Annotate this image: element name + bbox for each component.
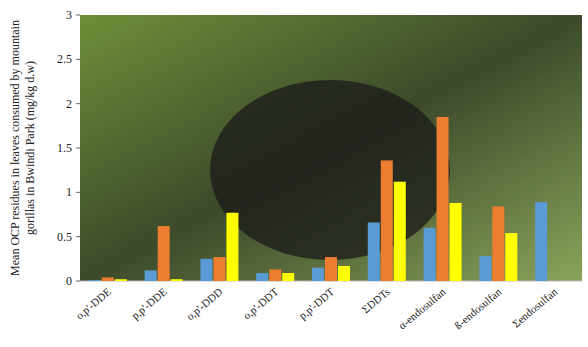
bar: [312, 268, 324, 281]
plot-background: [80, 15, 582, 281]
bar: [115, 279, 127, 281]
bar: [145, 270, 157, 281]
x-tick-label: ΣDDTs: [359, 285, 392, 315]
y-tick: [76, 192, 80, 193]
x-tick-label: p,p'-DDT: [296, 285, 336, 321]
bar: [450, 203, 462, 281]
bar: [535, 202, 547, 281]
bars: [89, 117, 547, 281]
y-axis-title: Mean OCP residues in leaves consumed by …: [8, 20, 37, 276]
bar: [89, 280, 101, 281]
x-tick-label: α-endosulfan: [396, 285, 448, 332]
y-tick-label: 3: [66, 8, 72, 22]
y-tick: [76, 59, 80, 60]
y-tick-label: 2: [66, 97, 72, 111]
bar: [505, 233, 517, 281]
bar: [282, 273, 294, 281]
x-tick-label: o,p'-DDD: [184, 285, 225, 322]
y-tick: [76, 15, 80, 16]
x-tick-label: p,p'-DDE: [129, 285, 169, 321]
bar: [102, 277, 114, 281]
x-tick-label: o,p'-DDE: [73, 285, 113, 321]
bar: [213, 257, 225, 281]
bar: [325, 257, 337, 281]
bar: [381, 160, 393, 281]
bar: [226, 213, 238, 281]
bar: [437, 117, 449, 281]
bar: [171, 279, 183, 281]
bar: [158, 226, 170, 281]
background-shape: [210, 80, 450, 260]
bar: [492, 207, 504, 281]
bar: [200, 259, 212, 281]
y-tick: [76, 103, 80, 104]
y-tick: [76, 148, 80, 149]
bar: [256, 273, 268, 281]
y-tick-label: 0: [66, 274, 72, 288]
bar: [368, 222, 380, 281]
x-tick-label: Σendosulfan: [510, 285, 560, 330]
bar: [338, 266, 350, 281]
y-tick: [76, 281, 80, 282]
y-tick-label: 2.5: [57, 52, 72, 66]
bar: [424, 228, 436, 281]
bar: [394, 182, 406, 281]
chart: 0 0.5 1 1.5 2 2.5 3 o,p'-DDE p,p'-DDE o,p'-DDD o,p…: [0, 0, 588, 347]
bar: [479, 256, 491, 281]
bar: [269, 269, 281, 281]
y-tick-label: 1: [66, 185, 72, 199]
y-tick-label: 0.5: [57, 230, 72, 244]
x-tick-label: ß-endosulfan: [452, 285, 504, 331]
y-tick-label: 1.5: [57, 141, 72, 155]
x-tick-label: o,p'-DDT: [241, 285, 281, 321]
y-tick: [76, 236, 80, 237]
